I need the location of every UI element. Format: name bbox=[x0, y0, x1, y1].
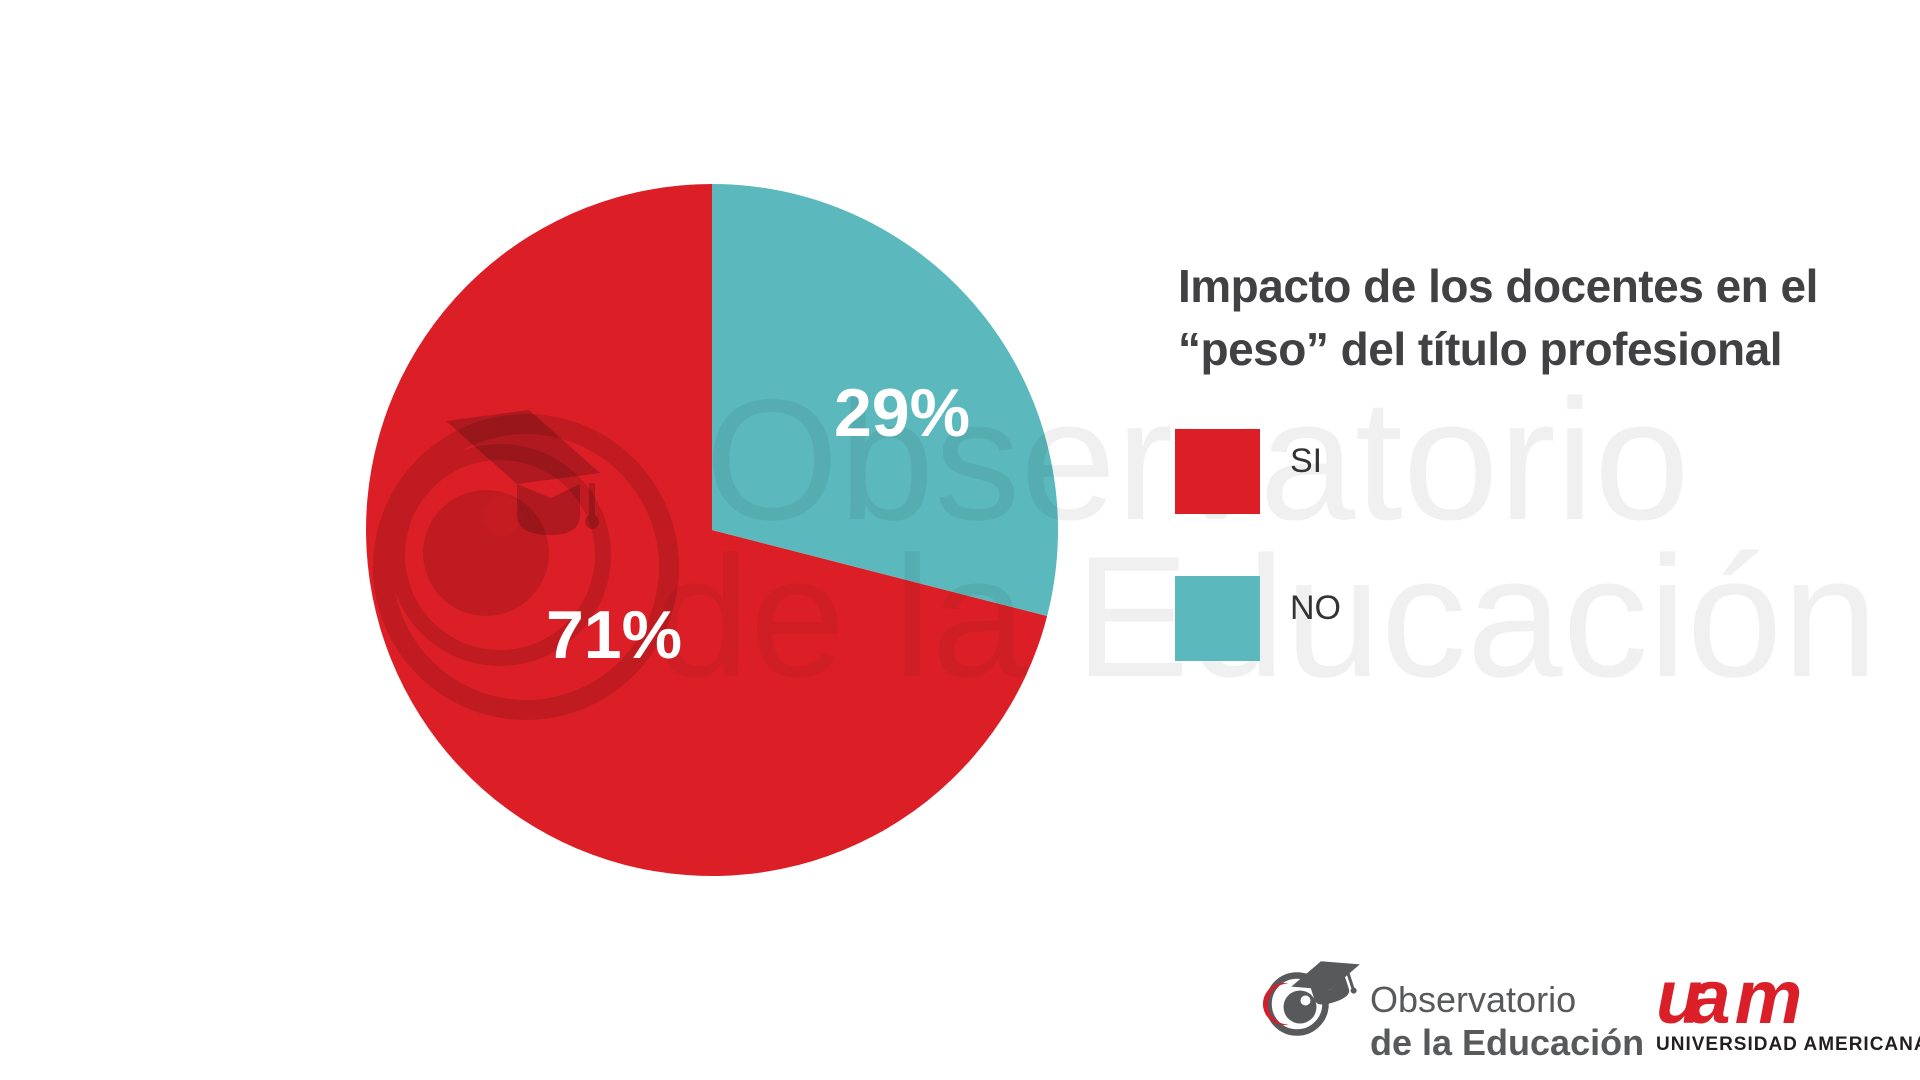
svg-text:de la Educación: de la Educación bbox=[654, 521, 1878, 713]
svg-text:29%: 29% bbox=[834, 375, 970, 451]
svg-text:Observatorio: Observatorio bbox=[1370, 979, 1576, 1020]
svg-text:71%: 71% bbox=[546, 597, 682, 673]
svg-text:de la Educación: de la Educación bbox=[1370, 1022, 1644, 1063]
